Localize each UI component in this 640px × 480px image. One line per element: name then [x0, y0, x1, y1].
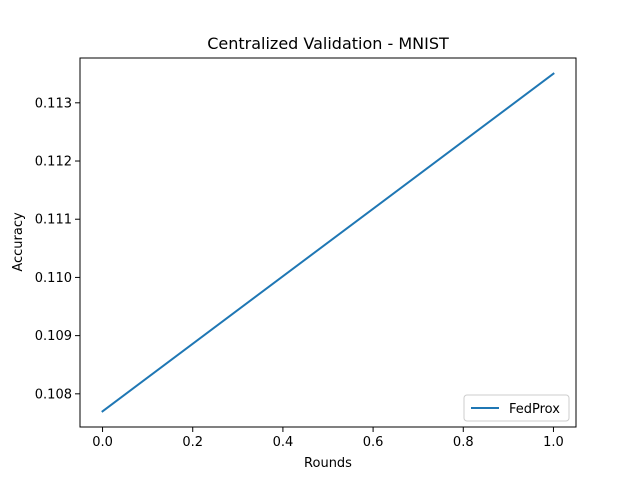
x-tick-label: 0.6 — [363, 435, 384, 450]
y-axis-label: Accuracy — [11, 212, 26, 272]
x-tick-label: 0.2 — [182, 435, 203, 450]
legend: FedProx — [463, 394, 570, 422]
legend-box — [463, 394, 570, 422]
x-tick-label: 0.8 — [453, 435, 474, 450]
x-tick-label: 0.0 — [92, 435, 113, 450]
plot-area — [79, 57, 577, 428]
y-tick-label: 0.108 — [35, 387, 72, 402]
y-tick-label: 0.113 — [35, 96, 72, 111]
y-tick-label: 0.111 — [35, 213, 72, 228]
x-tick-label: 0.4 — [273, 435, 294, 450]
y-tick-label: 0.112 — [35, 155, 72, 170]
y-axis: 0.108 0.109 0.110 0.111 0.112 0.113 — [35, 96, 80, 402]
series-layer — [101, 72, 555, 413]
x-axis: 0.0 0.2 0.4 0.6 0.8 1.0 — [92, 427, 564, 450]
x-axis-label: Rounds — [304, 456, 352, 471]
legend-label-fedprox: FedProx — [509, 402, 560, 417]
x-tick-label: 1.0 — [543, 435, 564, 450]
series-line-fedprox — [101, 72, 555, 413]
y-tick-label: 0.110 — [35, 271, 72, 286]
axes-frame — [79, 57, 577, 428]
chart-title: Centralized Validation - MNIST — [207, 34, 449, 53]
y-tick-label: 0.109 — [35, 329, 72, 344]
